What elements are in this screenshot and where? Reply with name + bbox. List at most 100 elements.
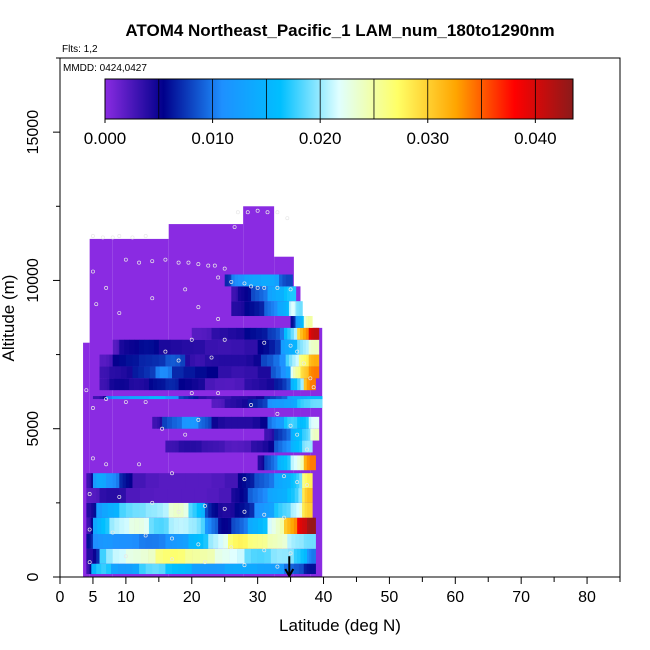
heatmap-cell	[250, 473, 255, 489]
heatmap-cell	[231, 488, 236, 503]
heatmap-cell	[307, 473, 311, 489]
heatmap-cell	[180, 354, 186, 367]
sample-marker	[216, 391, 221, 396]
heatmap-cell	[218, 502, 223, 518]
heatmap-cell	[263, 286, 268, 302]
heatmap-cell	[96, 502, 103, 518]
heatmap-cell	[275, 517, 281, 534]
heatmap-cell	[208, 416, 212, 429]
heatmap-cell	[175, 354, 181, 367]
heatmap-cell	[91, 533, 94, 549]
heatmap-cell	[231, 416, 239, 429]
heatmap-cell	[298, 366, 301, 379]
heatmap-cell	[276, 548, 283, 564]
heatmap-cell	[259, 378, 268, 391]
heatmap-cell	[311, 517, 314, 534]
heatmap-cell	[306, 428, 309, 441]
heatmap-cell	[295, 366, 299, 379]
heatmap-cell	[311, 548, 314, 564]
heatmap-cell	[243, 488, 249, 503]
heatmap-cell	[139, 339, 145, 355]
heatmap-cell	[158, 339, 171, 355]
heatmap-cell	[288, 354, 293, 367]
sample-marker	[265, 210, 270, 215]
heatmap-cell	[231, 286, 234, 302]
x-tick-label: 0	[56, 589, 65, 606]
heatmap-cell	[301, 316, 305, 328]
heatmap-cell	[309, 548, 312, 564]
heatmap-cell	[297, 455, 301, 471]
sample-marker	[295, 349, 300, 354]
heatmap-cell	[89, 548, 94, 564]
heatmap-cell	[235, 517, 240, 534]
heatmap-cell	[303, 316, 307, 328]
heatmap-cell	[133, 548, 142, 564]
heatmap-cell	[218, 517, 222, 534]
heatmap-cell	[165, 378, 170, 391]
sample-marker	[255, 285, 260, 290]
heatmap-cell	[218, 399, 222, 408]
heatmap-cell	[257, 517, 263, 534]
heatmap-cell	[188, 533, 194, 549]
heatmap-cell	[257, 399, 263, 408]
heatmap-cell	[222, 548, 230, 564]
heatmap-cell	[247, 533, 254, 549]
sample-marker	[305, 483, 310, 488]
heatmap-cell	[144, 517, 150, 534]
heatmap-cell	[267, 301, 272, 317]
heatmap-cell	[287, 455, 291, 471]
heatmap-cell	[301, 354, 305, 367]
heatmap-cell	[214, 396, 224, 400]
heatmap-cell	[200, 517, 206, 534]
heatmap-cell	[249, 502, 255, 518]
heatmap-cell	[296, 428, 300, 441]
heatmap-cell	[194, 416, 199, 429]
sample-marker	[170, 557, 174, 562]
heatmap-cell	[264, 563, 272, 575]
heatmap-cell	[290, 378, 295, 391]
heatmap-cell	[196, 517, 202, 534]
heatmap-cell	[309, 563, 313, 575]
sample-marker	[255, 208, 260, 213]
heatmap-cell	[195, 354, 201, 367]
heatmap-cell	[244, 548, 252, 564]
sample-marker	[235, 210, 240, 215]
heatmap-cell	[206, 396, 216, 400]
heatmap-cell	[293, 327, 298, 340]
heatmap-cell	[287, 533, 292, 549]
heatmap-cell	[224, 354, 232, 367]
heatmap-cell	[211, 399, 216, 408]
heatmap-cell	[279, 286, 285, 302]
heatmap-cell	[204, 339, 219, 355]
heatmap-cell	[219, 327, 229, 340]
heatmap-cell	[178, 563, 186, 575]
heatmap-cell	[161, 396, 166, 400]
heatmap-cell	[302, 327, 307, 340]
heatmap-cell	[286, 378, 291, 391]
heatmap-cell	[302, 517, 305, 534]
heatmap-cell	[252, 533, 258, 549]
heatmap-cell	[245, 416, 254, 429]
sample-marker	[282, 474, 286, 479]
heatmap-cell	[190, 416, 195, 429]
sample-marker	[242, 281, 247, 286]
heatmap-cell	[139, 488, 155, 503]
heatmap-cell	[282, 274, 287, 287]
heatmap-cell	[247, 396, 257, 400]
heatmap-cell	[102, 366, 105, 379]
heatmap-cell	[139, 517, 145, 534]
heatmap-cell	[139, 563, 146, 575]
heatmap-cell	[115, 366, 122, 379]
sample-marker	[288, 287, 293, 292]
heatmap-cell	[309, 488, 313, 503]
heatmap-cell	[241, 301, 245, 317]
heatmap-cell	[99, 488, 107, 503]
heatmap-cell	[178, 378, 186, 391]
heatmap-cell	[312, 428, 315, 441]
heatmap-cell	[241, 286, 245, 302]
heatmap-cell	[251, 548, 258, 564]
heatmap-cell	[257, 533, 263, 549]
heatmap-cell	[116, 339, 118, 355]
heatmap-cell	[309, 440, 313, 453]
sample-marker	[212, 263, 217, 268]
